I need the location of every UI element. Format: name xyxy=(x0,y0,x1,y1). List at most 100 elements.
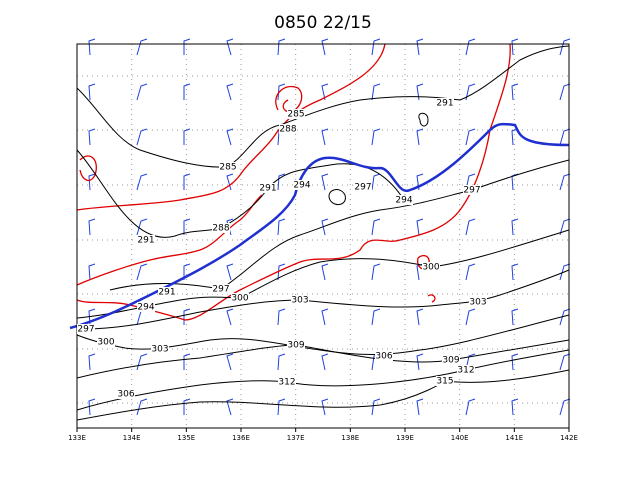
wind-barb xyxy=(559,128,571,146)
wind-barb xyxy=(559,173,571,191)
label-bg xyxy=(354,182,372,192)
wind-barb xyxy=(465,263,476,281)
wind-barb xyxy=(416,353,424,371)
contour-label: 285 xyxy=(287,110,304,120)
contour-label: 315 xyxy=(436,377,453,387)
x-tick-label: 134E xyxy=(123,434,141,442)
wind-barb xyxy=(465,218,476,236)
wind-barb xyxy=(559,38,571,56)
wind-barb xyxy=(277,83,286,101)
plot-frame xyxy=(76,43,570,429)
wind-barb xyxy=(416,398,424,416)
label-bg xyxy=(287,340,305,350)
wind-barb xyxy=(465,128,476,146)
x-tick-label: 138E xyxy=(341,434,359,442)
red-contours xyxy=(76,43,511,321)
wind-barb xyxy=(226,398,234,416)
wind-barbs xyxy=(88,38,571,416)
contour-label: 312 xyxy=(278,378,295,388)
red-contour xyxy=(79,155,97,182)
wind-barb xyxy=(88,173,96,191)
wind-barb xyxy=(136,38,148,56)
wind-barb xyxy=(511,38,519,56)
wind-barb xyxy=(183,38,191,55)
wind-barb xyxy=(277,308,286,326)
contour-label: 303 xyxy=(469,298,486,308)
wind-barb xyxy=(559,308,571,326)
contour-line xyxy=(76,45,570,168)
wind-barb xyxy=(226,263,234,281)
label-bg xyxy=(117,389,135,399)
wind-barb xyxy=(136,218,148,236)
wind-barb xyxy=(511,353,519,371)
wind-barb xyxy=(465,308,476,326)
label-bg xyxy=(291,295,309,305)
label-bg xyxy=(395,195,413,205)
x-tick-label: 142E xyxy=(560,434,578,442)
x-tick-label: 137E xyxy=(287,434,305,442)
wind-barb xyxy=(416,128,424,146)
wind-barb xyxy=(416,173,424,191)
label-bg xyxy=(422,262,440,272)
wind-barb xyxy=(559,83,571,101)
wind-barb xyxy=(416,83,424,101)
wind-barb xyxy=(321,308,329,326)
red-contour xyxy=(76,43,511,321)
label-bg xyxy=(463,185,481,195)
wind-barb xyxy=(226,308,234,326)
contour-label: 297 xyxy=(77,325,94,335)
wind-barb xyxy=(277,353,286,371)
wind-barb xyxy=(88,38,96,56)
contour-label: 288 xyxy=(279,125,296,135)
x-tick-label: 141E xyxy=(505,434,523,442)
wind-barb xyxy=(88,83,96,101)
contour-label: 294 xyxy=(395,196,412,206)
label-bg xyxy=(212,223,230,233)
wind-barb xyxy=(371,38,381,56)
contour-label: 291 xyxy=(436,99,453,109)
label-bg xyxy=(278,377,296,387)
contour-label: 297 xyxy=(463,186,480,196)
label-bg xyxy=(97,337,115,347)
contour-labels: 291 285 288 285 291 294 297 294 297 288 291 300 291 2… xyxy=(77,98,487,400)
wind-barb xyxy=(559,218,571,236)
wind-barb xyxy=(465,38,476,56)
contour-label: 297 xyxy=(354,183,371,193)
label-bg xyxy=(457,365,475,375)
contour-label: 306 xyxy=(117,390,134,400)
label-bg xyxy=(158,287,176,297)
contour-label: 291 xyxy=(137,236,154,246)
contour-line xyxy=(109,159,570,291)
wind-barb xyxy=(321,353,329,371)
wind-barb xyxy=(416,308,424,326)
wind-barb xyxy=(226,83,234,101)
contour-label: 303 xyxy=(151,345,168,355)
contour-label: 291 xyxy=(158,288,175,298)
wind-barb xyxy=(559,263,571,281)
label-bg xyxy=(231,293,249,303)
wind-barb xyxy=(136,128,148,146)
wind-barb xyxy=(511,83,519,101)
wind-barb xyxy=(371,173,381,191)
wind-barb xyxy=(321,38,329,56)
contour-label: 294 xyxy=(137,303,154,313)
contour-label: 306 xyxy=(375,352,392,362)
x-axis: 133E 134E 135E 136E 137E 138E 139E 140E 141E 142E xyxy=(68,428,578,442)
wind-barb xyxy=(511,218,519,236)
x-tick-label: 135E xyxy=(177,434,195,442)
label-bg xyxy=(212,284,230,294)
wind-barb xyxy=(511,263,519,281)
wind-barb xyxy=(511,308,519,326)
contour-label: 285 xyxy=(219,163,236,173)
black-contours xyxy=(76,45,570,421)
contour-label: 300 xyxy=(97,338,114,348)
wind-barb xyxy=(321,173,329,191)
contour-line xyxy=(76,269,570,330)
red-contour xyxy=(76,194,263,286)
wind-barb xyxy=(321,83,329,101)
wind-barb xyxy=(88,128,96,146)
wind-barb xyxy=(416,38,424,56)
blue-contour xyxy=(69,122,570,330)
label-bg xyxy=(151,344,169,354)
red-contour xyxy=(76,43,386,211)
